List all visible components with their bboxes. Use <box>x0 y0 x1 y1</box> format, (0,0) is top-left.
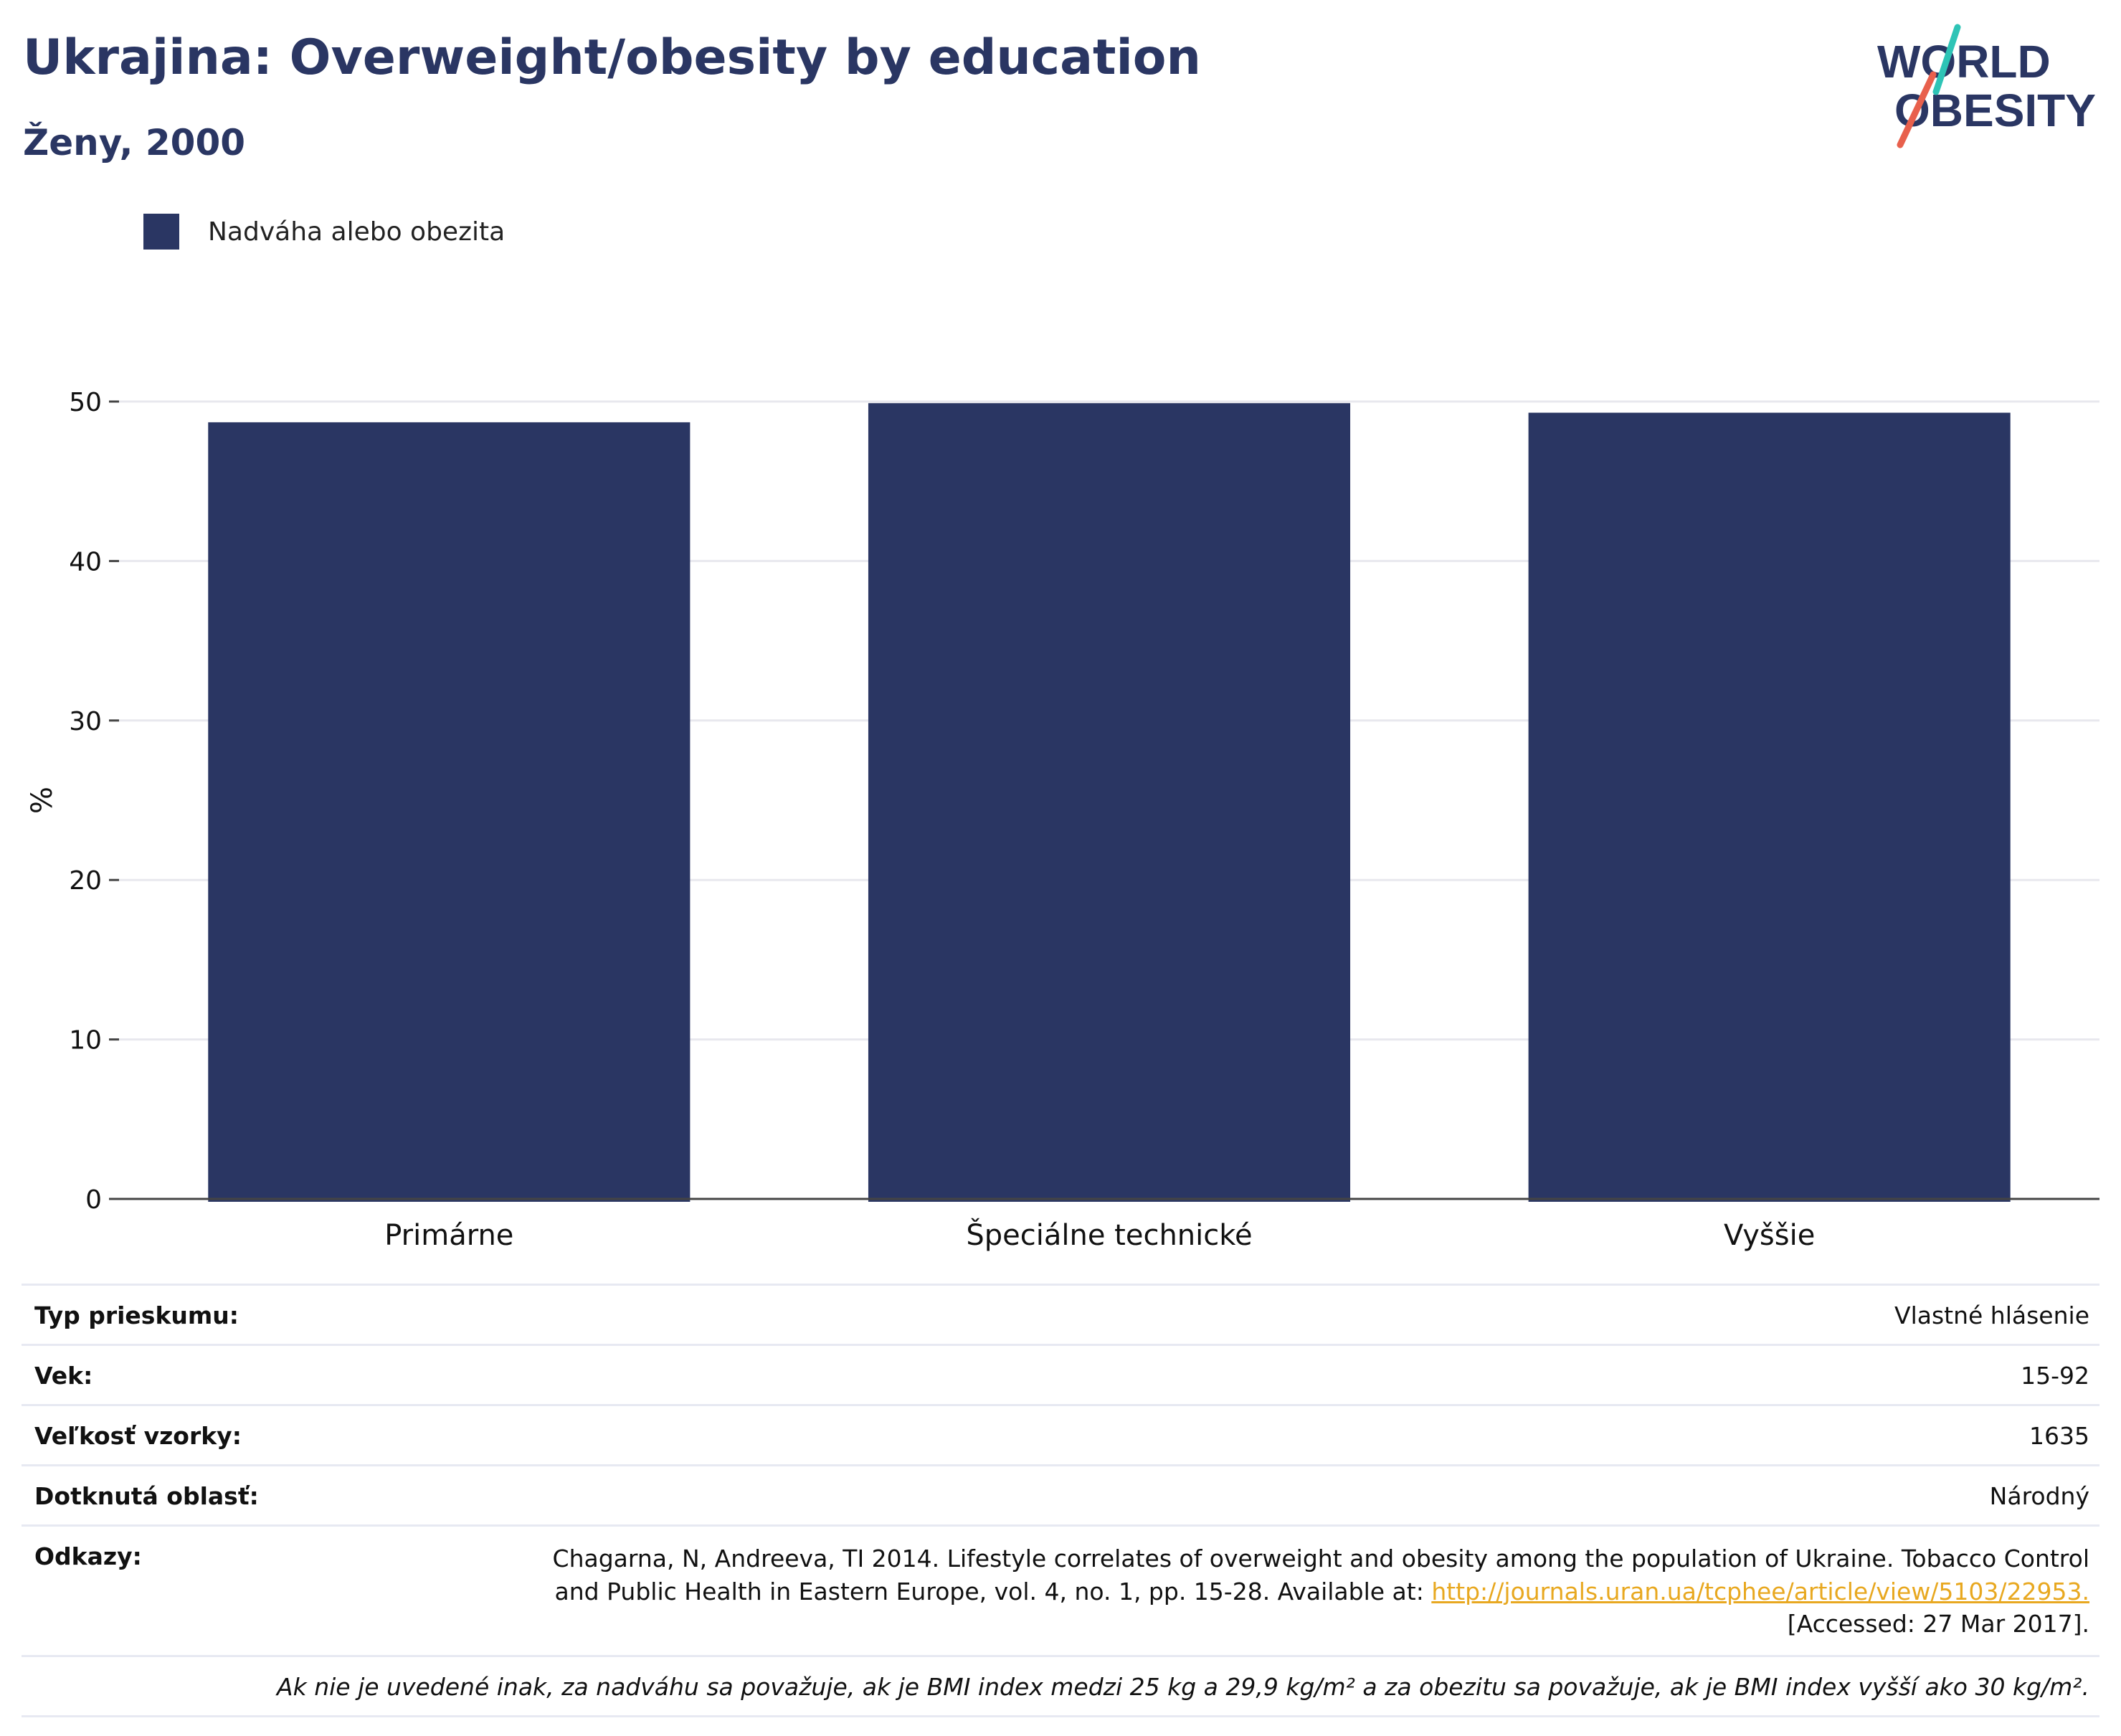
x-tick-label: Špeciálne technické <box>966 1218 1252 1252</box>
logo-word-obesity: OBESITY <box>1894 85 2096 136</box>
logo-slash-coral <box>1897 71 1937 148</box>
reference-accessed: [Accessed: 27 Mar 2017]. <box>1787 1610 2089 1638</box>
y-tick-label: 40 <box>69 547 102 577</box>
info-row-references: Odkazy: Chagarna, N, Andreeva, TI 2014. … <box>22 1524 2099 1655</box>
chart-legend[interactable]: Nadváha alebo obezita <box>143 214 505 250</box>
info-value-survey-type: Vlastné hlásenie <box>1894 1301 2089 1329</box>
info-value-sample-size: 1635 <box>2029 1422 2089 1450</box>
bar[interactable] <box>868 403 1351 1202</box>
reference-link[interactable]: http://journals.uran.ua/tcphee/article/v… <box>1431 1577 2089 1605</box>
info-row-note: Ak nie je uvedené inak, za nadváhu sa po… <box>22 1654 2099 1717</box>
info-value-area: Národný <box>1989 1482 2089 1510</box>
x-tick-label: Primárne <box>384 1219 513 1252</box>
info-row-age: Vek: 15-92 <box>22 1344 2099 1404</box>
bar[interactable] <box>1528 412 2011 1202</box>
logo-slash-teal <box>1932 24 1961 95</box>
info-label-references: Odkazy: <box>34 1542 142 1570</box>
x-tick-label: Vyššie <box>1724 1219 1815 1252</box>
y-axis-label: % <box>26 787 59 814</box>
info-label-area: Dotknutá oblasť: <box>34 1482 259 1510</box>
info-row-survey-type: Typ prieskumu: Vlastné hlásenie <box>22 1284 2099 1344</box>
logo-word-world: WORLD <box>1877 36 2051 87</box>
info-value-age: 15-92 <box>2021 1362 2089 1390</box>
info-row-sample-size: Veľkosť vzorky: 1635 <box>22 1404 2099 1464</box>
legend-label: Nadváha alebo obezita <box>208 217 506 247</box>
legend-swatch <box>143 214 179 250</box>
bar-chart: 0 10 20 30 40 50 Primárne Špeciálne technické Vy… <box>26 388 2099 1252</box>
reference-text: Chagarna, N, Andreeva, TI 2014. Lifestyl… <box>552 1545 2089 1605</box>
chart-subtitle: Ženy, 2000 <box>23 122 246 163</box>
y-tick-label: 10 <box>69 1026 102 1056</box>
info-value-references: Chagarna, N, Andreeva, TI 2014. Lifestyl… <box>541 1542 2089 1641</box>
chart-title: Ukrajina: Overweight/obesity by educatio… <box>23 29 1201 86</box>
y-tick-label: 30 <box>69 707 102 736</box>
bmi-definition-note: Ak nie je uvedené inak, za nadváhu sa po… <box>277 1672 2089 1701</box>
info-label-sample-size: Veľkosť vzorky: <box>34 1422 242 1450</box>
y-tick-label: 20 <box>69 866 102 896</box>
info-label-age: Vek: <box>34 1362 93 1390</box>
bar[interactable] <box>208 422 691 1202</box>
world-obesity-logo: WORLD OBESITY <box>1877 24 2096 148</box>
y-tick-label: 0 <box>85 1185 102 1215</box>
info-label-survey-type: Typ prieskumu: <box>34 1301 239 1329</box>
info-row-area: Dotknutá oblasť: Národný <box>22 1464 2099 1524</box>
y-tick-label: 50 <box>69 388 102 417</box>
survey-info-table: Typ prieskumu: Vlastné hlásenie Vek: 15-… <box>22 1284 2099 1717</box>
